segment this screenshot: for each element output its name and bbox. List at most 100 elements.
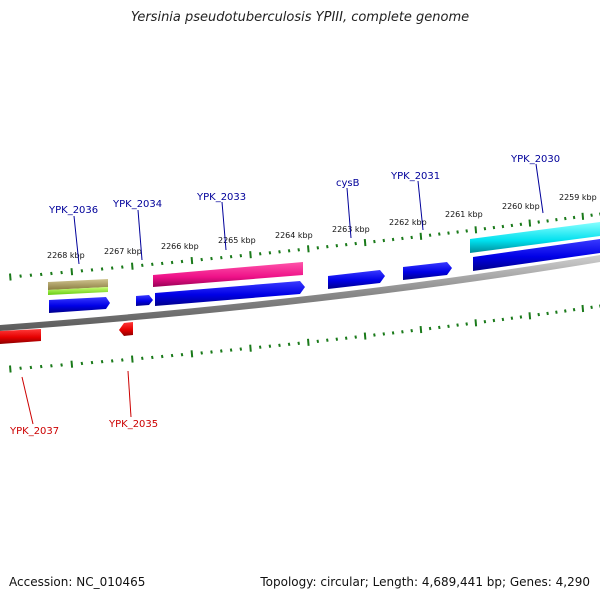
major-tick <box>307 338 310 346</box>
major-tick <box>131 355 134 363</box>
major-tick <box>131 262 134 270</box>
minor-tick <box>258 345 262 349</box>
minor-tick <box>428 326 432 331</box>
minor-tick <box>141 263 144 267</box>
minor-tick <box>19 274 22 278</box>
minor-tick <box>410 329 413 333</box>
minor-tick <box>121 265 124 269</box>
accession-label: Accession: NC_010465 <box>9 575 146 589</box>
minor-tick <box>572 308 576 312</box>
kbp-label: 2260 kbp <box>502 202 540 211</box>
major-tick <box>307 245 310 253</box>
minor-tick <box>287 342 291 346</box>
minor-tick <box>438 232 441 236</box>
minor-tick <box>373 239 376 244</box>
leader-ypk-2030 <box>535 163 544 214</box>
minor-tick <box>50 271 53 276</box>
minor-tick <box>110 359 114 363</box>
minor-tick <box>492 318 496 323</box>
gene-ypk-2033 <box>155 281 305 306</box>
minor-tick <box>160 354 164 359</box>
leader-ypk-2034 <box>137 209 143 261</box>
minor-tick <box>391 237 395 242</box>
minor-tick <box>546 311 549 316</box>
minor-tick <box>483 320 487 324</box>
gene-cysb <box>328 270 385 289</box>
forward-genes[interactable] <box>49 239 600 313</box>
minor-tick <box>326 245 329 249</box>
minor-tick <box>210 256 213 261</box>
major-tick <box>363 239 367 247</box>
minor-tick <box>229 348 233 352</box>
gene-label-ypk-2030: YPK_2030 <box>510 154 560 165</box>
minor-tick <box>268 251 272 255</box>
minor-tick <box>344 243 348 247</box>
minor-tick <box>483 227 487 231</box>
leader-ypk-2036 <box>73 215 80 265</box>
minor-tick <box>335 244 339 248</box>
genome-backbone <box>0 255 600 331</box>
gene-label-ypk-2031: YPK_2031 <box>390 171 440 182</box>
minor-tick <box>80 361 84 366</box>
leader-ypk-2031 <box>417 180 424 231</box>
minor-tick <box>29 365 33 370</box>
leader-ypk-2037 <box>21 376 34 425</box>
gene-ypk-2036 <box>49 297 110 313</box>
kbp-label: 2264 kbp <box>275 231 313 240</box>
minor-tick <box>391 331 395 335</box>
minor-tick <box>239 347 243 351</box>
major-tick <box>528 219 532 227</box>
minor-tick <box>555 218 558 222</box>
major-tick <box>249 251 252 259</box>
major-tick <box>9 273 12 281</box>
minor-tick <box>382 332 386 336</box>
minor-tick <box>258 252 262 256</box>
forward-tick-track <box>9 212 600 281</box>
cds-feature-cyan <box>470 222 600 253</box>
minor-tick <box>170 260 174 265</box>
minor-tick <box>465 322 468 326</box>
cds-features[interactable] <box>48 222 600 295</box>
leader-cysb <box>346 187 352 239</box>
gene-label-ypk-2033: YPK_2033 <box>196 192 246 203</box>
minor-tick <box>456 230 459 234</box>
minor-tick <box>200 351 203 355</box>
minor-tick <box>151 355 154 360</box>
gene-label-ypk-2034: YPK_2034 <box>112 199 162 210</box>
cds-feature-olive <box>48 279 108 290</box>
gene-ypk-2031 <box>403 262 452 280</box>
reverse-tick-track <box>9 304 600 373</box>
minor-tick <box>60 363 63 367</box>
minor-tick <box>465 229 468 233</box>
minor-tick <box>39 364 43 369</box>
minor-tick <box>180 259 184 264</box>
genome-stats: Topology: circular; Length: 4,689,441 bp… <box>260 575 590 589</box>
cds-feature-pink <box>153 262 303 287</box>
gene-ypk-2034 <box>136 295 153 306</box>
major-tick <box>581 304 585 313</box>
kbp-label: 2259 kbp <box>559 193 597 202</box>
major-tick <box>419 232 423 240</box>
gene-label-ypk-2037: YPK_2037 <box>9 426 59 437</box>
minor-tick <box>354 335 357 339</box>
minor-tick <box>220 349 223 353</box>
reverse-genes[interactable] <box>0 322 133 344</box>
minor-tick <box>572 215 576 220</box>
major-tick <box>474 226 478 234</box>
minor-tick <box>90 268 94 272</box>
minor-tick <box>546 219 549 223</box>
major-tick <box>249 344 252 352</box>
minor-tick <box>110 266 114 270</box>
minor-tick <box>278 250 281 254</box>
major-tick <box>9 365 12 373</box>
gene-labels[interactable]: YPK_2036 YPK_2034 YPK_2033 cysB YPK_2031… <box>9 154 560 437</box>
minor-tick <box>170 353 174 358</box>
minor-tick <box>151 262 154 266</box>
minor-tick <box>382 238 386 243</box>
minor-tick <box>401 330 404 334</box>
minor-tick <box>590 213 593 217</box>
minor-tick <box>268 344 272 348</box>
major-tick <box>474 319 478 327</box>
minor-tick <box>519 315 523 319</box>
